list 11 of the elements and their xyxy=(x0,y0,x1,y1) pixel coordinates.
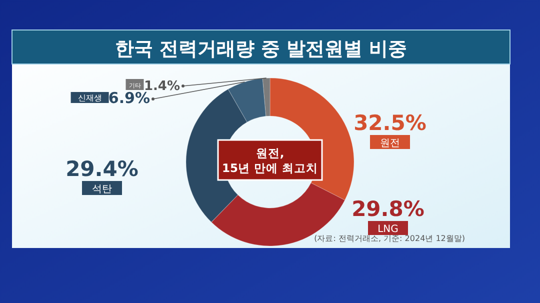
data-label: 29.8% xyxy=(352,197,424,221)
text: 원전, 15년 만에 최고치 xyxy=(222,146,318,175)
data-label: 32.5% xyxy=(354,111,426,135)
slice-label: 석탄 xyxy=(92,184,112,195)
data-label: 6.9% xyxy=(108,89,150,107)
slice-label: LNG xyxy=(378,224,398,235)
slice-label: 신재생 xyxy=(78,94,102,102)
slice-label: 원전 xyxy=(380,138,400,149)
text: (자료: 전력거래소, 기준: 2024년 12월말) xyxy=(314,234,465,243)
chart-title: 한국 전력거래량 중 발전원별 비중 xyxy=(114,38,408,60)
data-label: 29.4% xyxy=(66,157,138,181)
